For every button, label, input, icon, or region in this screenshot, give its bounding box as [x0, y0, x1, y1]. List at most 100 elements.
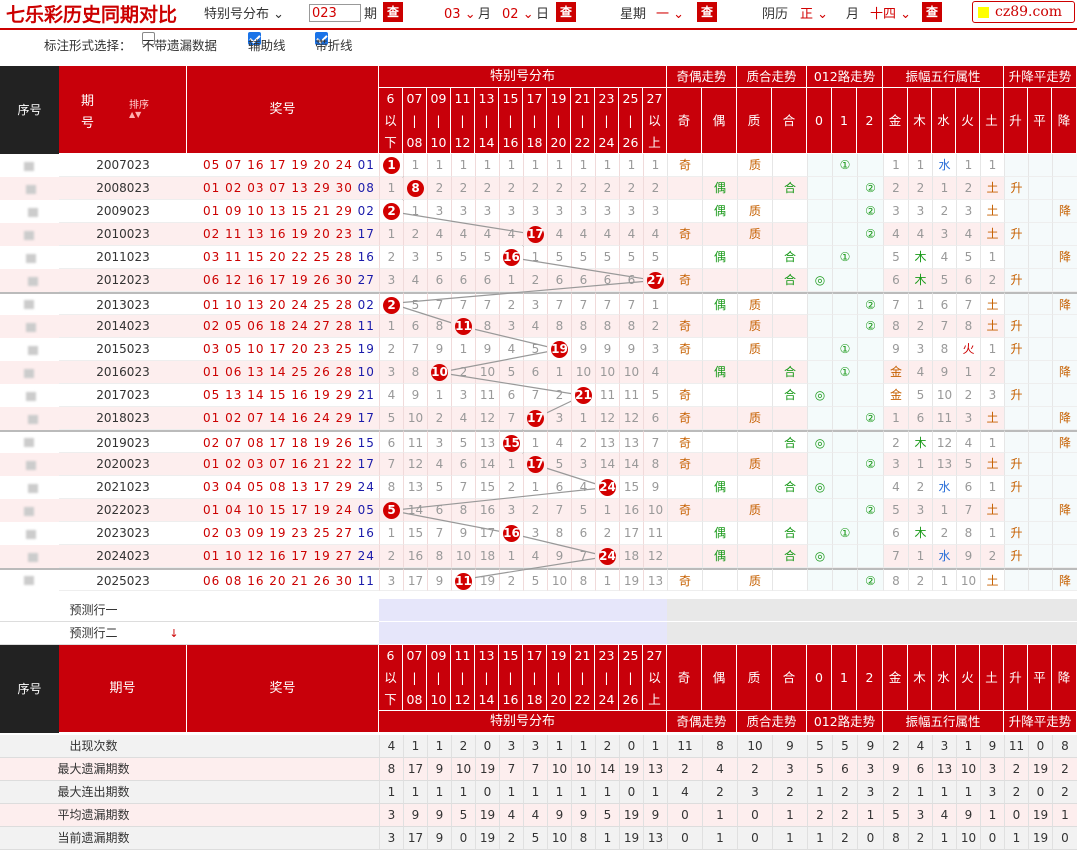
stat-value: 14	[595, 758, 619, 781]
omit-cell: 5	[643, 384, 667, 407]
predict-row-label[interactable]: 预测行二	[0, 622, 187, 645]
check-button-issue[interactable]: 查	[383, 2, 403, 22]
tail-cell: 6	[932, 292, 956, 315]
omit-cell: 14	[403, 499, 427, 522]
omit-cell: 5	[643, 246, 667, 269]
row-prize: 03 04 05 08 13 17 29 24	[187, 476, 379, 499]
omit-cell: 1	[427, 154, 451, 177]
omit-cell: 5	[523, 568, 547, 591]
prize-number: 19	[313, 388, 336, 402]
tail-cell: 土	[980, 177, 1004, 200]
stat-value: 1	[451, 781, 475, 804]
omit-cell: 10	[547, 568, 571, 591]
omit-cell: 3	[475, 200, 499, 223]
tail-cell: 2	[932, 522, 956, 545]
tail-cell: ②	[857, 315, 883, 338]
site-logo[interactable]: cz89.com	[972, 1, 1075, 23]
tail-cell	[702, 315, 737, 338]
tail-cell: 2	[932, 200, 956, 223]
omit-value: 2	[603, 181, 612, 195]
month-select[interactable]: 03 ⌄	[444, 0, 476, 30]
tail-cell: 奇	[667, 453, 702, 476]
omit-value: 1	[507, 273, 516, 287]
month-value: 03	[444, 7, 461, 22]
tail-col-header-bottom: 金	[883, 645, 908, 711]
omit-value: 1	[507, 158, 516, 172]
omit-cell: 3	[547, 407, 571, 430]
bucket-header-text: 09	[430, 91, 447, 106]
day-select[interactable]: 02 ⌄	[502, 0, 534, 30]
tail-col-header-bottom: 奇	[667, 645, 702, 711]
tail-cell	[832, 269, 857, 292]
predict-row-dist[interactable]	[379, 622, 667, 645]
checkbox-polyline[interactable]	[315, 32, 328, 45]
row-prize: 02 07 08 17 18 19 26 15	[187, 430, 379, 453]
bucket-header-bottom: 11 | 12	[451, 645, 475, 711]
predict-row-prize[interactable]	[187, 622, 379, 645]
omit-value: 8	[459, 503, 468, 517]
arrow-down-icon[interactable]: ↓	[169, 627, 179, 640]
omit-value: 6	[579, 526, 588, 540]
omit-value: 4	[483, 227, 492, 241]
seq-header-bottom: 序号	[0, 645, 59, 733]
issue-header[interactable]: 期号 排序 ▲▼	[59, 66, 187, 154]
stat-value: 1	[1004, 827, 1028, 850]
issue-input[interactable]	[309, 4, 361, 22]
tail-cell: 3	[980, 384, 1004, 407]
prize-number: 07	[269, 457, 292, 471]
tail-cell	[832, 315, 857, 338]
predict-row-label[interactable]: 预测行一	[0, 599, 187, 622]
omit-cell: 1	[595, 499, 619, 522]
prize-number: 13	[247, 227, 270, 241]
tail-cell	[1052, 522, 1077, 545]
sort-toggle[interactable]: 排序	[129, 100, 149, 111]
omit-value: 5	[531, 574, 540, 588]
check-button-date[interactable]: 查	[556, 2, 576, 22]
bucket-header-bottom: 27 以上	[643, 645, 667, 711]
issue-header-label: 号	[81, 116, 95, 131]
prize-number: 24	[291, 298, 314, 312]
chevron-down-icon: ⌄	[464, 7, 476, 22]
tail-cell: 土	[980, 407, 1004, 430]
omit-cell: 10	[403, 407, 427, 430]
omit-value: 2	[387, 549, 396, 563]
check-button-lunar[interactable]: 查	[922, 2, 942, 22]
tail-cell	[857, 545, 883, 568]
sort-arrows-icon[interactable]: ▲▼	[129, 110, 142, 119]
tail-cell	[807, 522, 832, 545]
hit-ball: 11	[455, 573, 472, 590]
tail-cell: 奇	[667, 269, 702, 292]
stat-value: 10	[956, 758, 980, 781]
check-button-week[interactable]: 查	[697, 2, 717, 22]
tail-cell	[1028, 545, 1052, 568]
group-header-amp5: 振幅五行属性	[883, 66, 1004, 88]
mode-select[interactable]: 特别号分布 ⌄	[204, 0, 284, 30]
predict-row-prize[interactable]	[187, 599, 379, 622]
omit-value: 17	[623, 526, 640, 540]
omit-value: 5	[435, 480, 444, 494]
tail-cell: 土	[980, 453, 1004, 476]
checkbox-aux-line[interactable]	[248, 32, 261, 45]
row-issue: 2009023	[59, 200, 187, 223]
stat-value: 10	[547, 827, 571, 850]
lunar-day-select[interactable]: 十四 ⌄	[870, 0, 911, 30]
predict-row-dist[interactable]	[379, 599, 667, 622]
week-select[interactable]: 一 ⌄	[656, 0, 684, 30]
stat-value: 9	[403, 804, 427, 827]
issue-unit: 期	[364, 7, 378, 22]
omit-cell: 11	[451, 315, 475, 338]
stat-value: 10	[956, 827, 980, 850]
tail-cell: 1	[980, 522, 1004, 545]
tail-col-header-bottom: 水	[932, 645, 956, 711]
omit-cell: 1	[595, 154, 619, 177]
omit-cell: 3	[427, 200, 451, 223]
checkbox-no-omission[interactable]	[142, 32, 155, 45]
bucket-header-text: 13	[478, 91, 495, 106]
tail-cell	[1004, 568, 1028, 591]
omit-value: 4	[603, 227, 612, 241]
lunar-month-select[interactable]: 正 ⌄	[800, 0, 828, 30]
omit-value: 9	[411, 388, 420, 402]
tail-col-header: 升	[1004, 88, 1028, 154]
stat-value: 2	[807, 804, 832, 827]
omit-value: 3	[651, 204, 660, 218]
